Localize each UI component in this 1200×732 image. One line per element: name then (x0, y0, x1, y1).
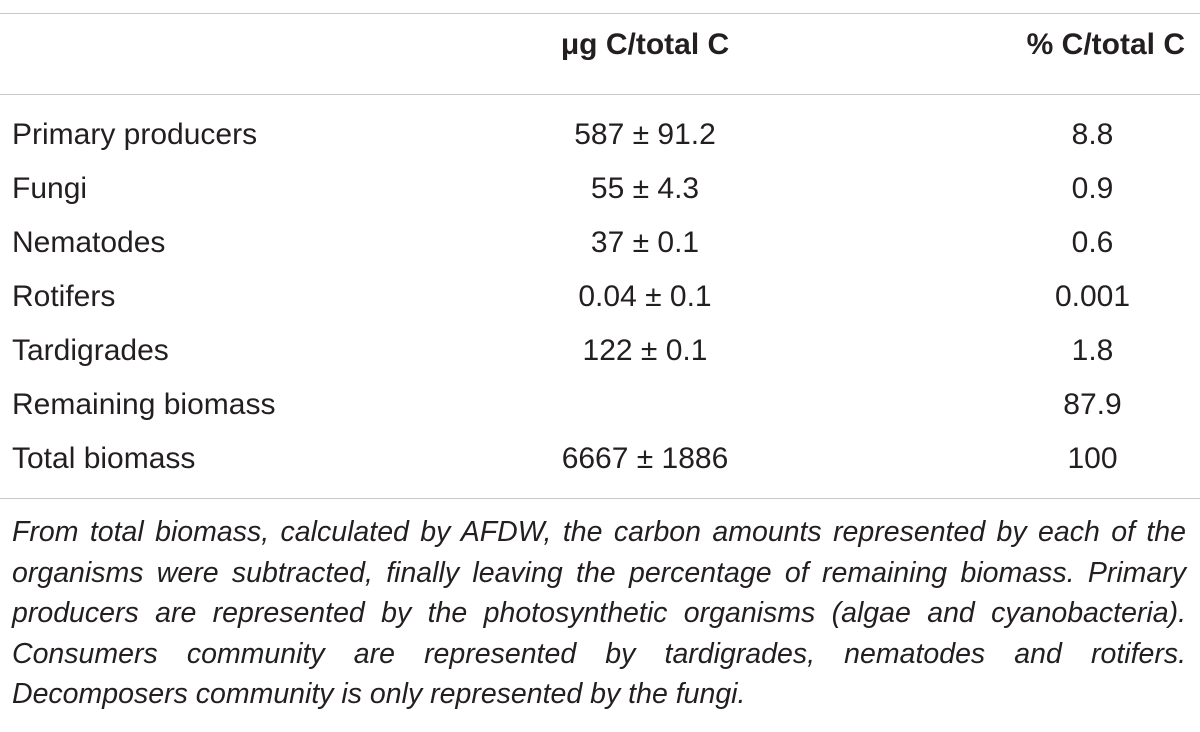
table-top-rule (0, 13, 1200, 14)
header-ug-carbon: μg C/total C (560, 28, 730, 61)
row-pct-value: 0.001 (1054, 280, 1131, 313)
table-row: Nematodes 37 ± 0.1 0.6 (0, 216, 1200, 270)
table-row: Fungi 55 ± 4.3 0.9 (0, 162, 1200, 216)
row-pct-value: 87.9 (1063, 388, 1122, 421)
row-label: Rotifers (12, 280, 116, 313)
row-label: Primary producers (12, 118, 258, 151)
row-pct-value: 0.9 (1071, 172, 1114, 205)
table-row: Primary producers 587 ± 91.2 8.8 (0, 108, 1200, 162)
table-header-row: μg C/total C % C/total C (0, 28, 1200, 78)
row-ug-value: 55 ± 4.3 (590, 172, 700, 205)
row-ug-value: 0.04 ± 0.1 (578, 280, 712, 313)
table-body: Primary producers 587 ± 91.2 8.8 Fungi 5… (0, 108, 1200, 486)
table-footnote: From total biomass, calculated by AFDW, … (12, 516, 1186, 710)
table-row: Total biomass 6667 ± 1886 100 (0, 432, 1200, 486)
row-ug-value: 6667 ± 1886 (561, 442, 729, 475)
header-percent-carbon: % C/total C (1026, 28, 1185, 61)
table-row: Rotifers 0.04 ± 0.1 0.001 (0, 270, 1200, 324)
row-pct-value: 100 (1067, 442, 1118, 475)
row-label: Tardigrades (12, 334, 169, 367)
row-ug-value: 587 ± 91.2 (574, 118, 716, 151)
table-row: Remaining biomass 87.9 (0, 378, 1200, 432)
row-ug-value: 37 ± 0.1 (590, 226, 700, 259)
row-label: Total biomass (12, 442, 196, 475)
table-header-rule (0, 94, 1200, 95)
row-ug-value: 122 ± 0.1 (582, 334, 708, 367)
row-label: Fungi (12, 172, 88, 205)
row-pct-value: 1.8 (1071, 334, 1114, 367)
row-label: Remaining biomass (12, 388, 276, 421)
row-pct-value: 8.8 (1071, 118, 1114, 151)
row-label: Nematodes (12, 226, 166, 259)
table-bottom-rule (0, 498, 1200, 499)
table-row: Tardigrades 122 ± 0.1 1.8 (0, 324, 1200, 378)
row-pct-value: 0.6 (1071, 226, 1114, 259)
